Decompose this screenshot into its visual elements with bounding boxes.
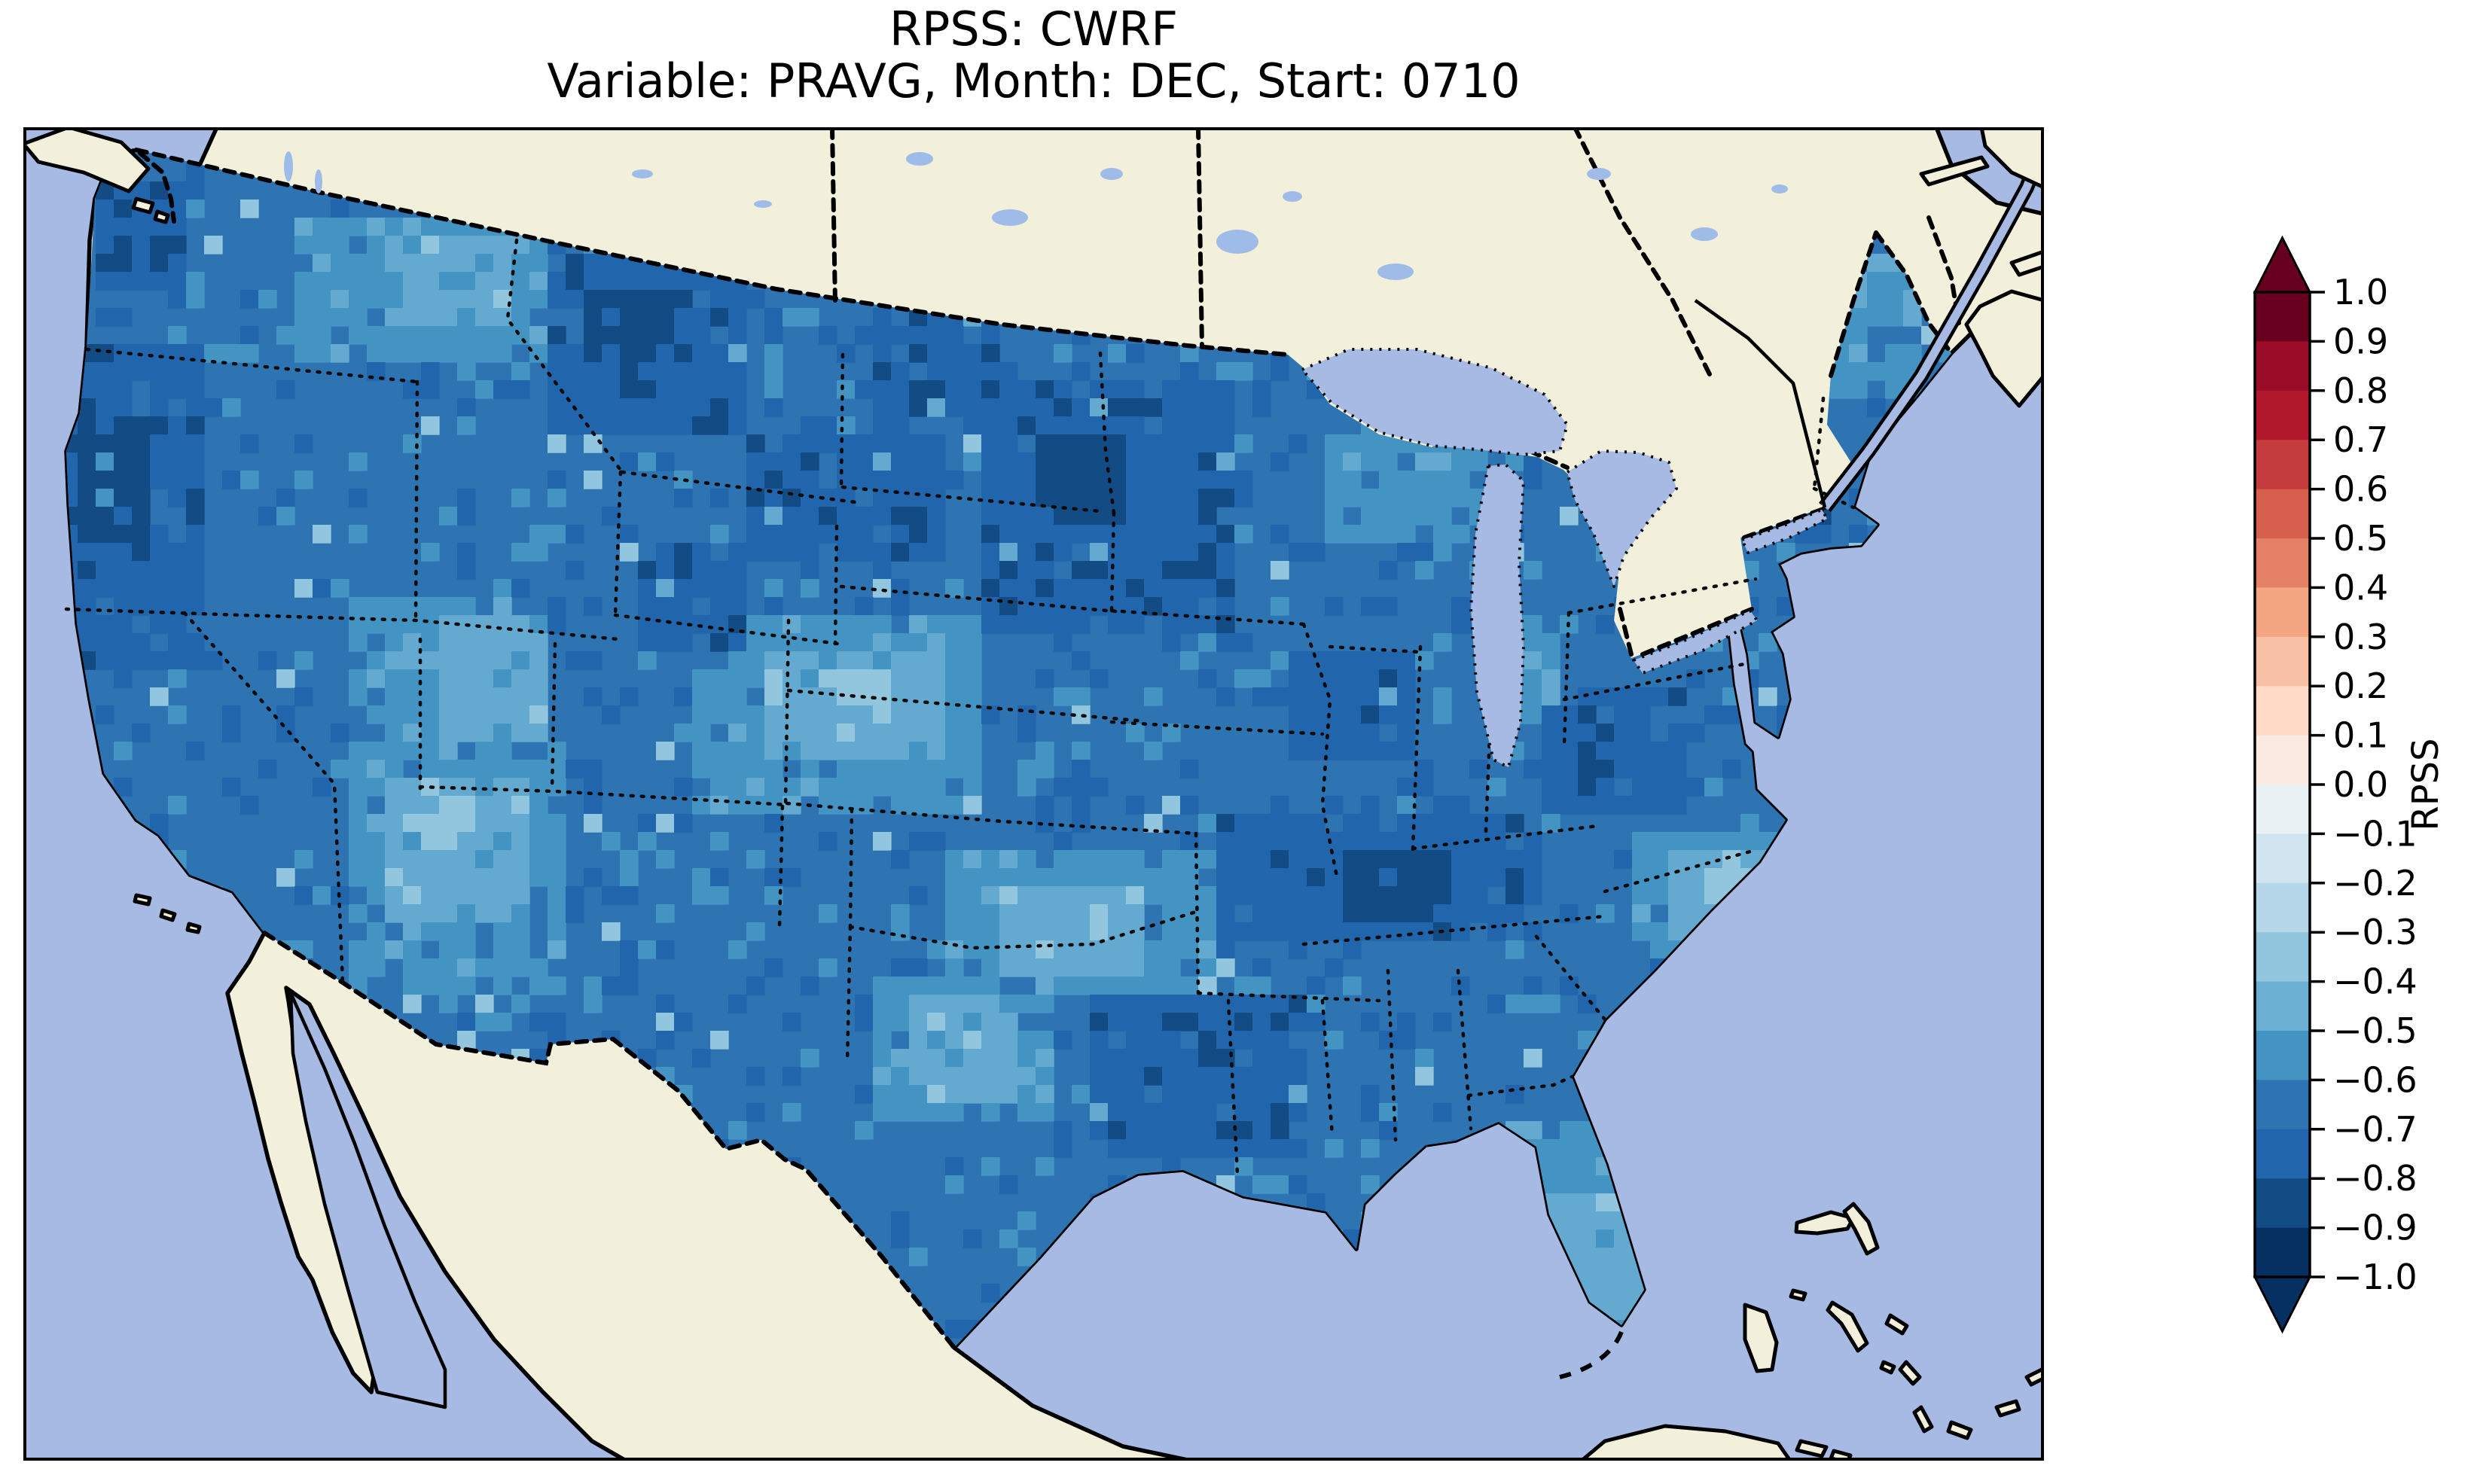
abaco xyxy=(1842,1202,1880,1256)
colorbar-segment xyxy=(2255,292,2310,342)
colorbar-tick-label: 0.0 xyxy=(2333,764,2388,805)
colorbar-tick-label: −0.7 xyxy=(2333,1109,2418,1150)
vancouver-islets xyxy=(131,197,170,224)
colorbar-segment xyxy=(2255,932,2310,983)
channel-islands xyxy=(133,893,202,934)
us-mexico-border xyxy=(262,931,956,1350)
colorbar-segment xyxy=(2255,1227,2310,1278)
map-frame xyxy=(23,127,2044,1461)
colorbar-extend-top xyxy=(2253,235,2312,294)
colorbar-segment xyxy=(2255,686,2310,736)
eleuthera xyxy=(1826,1300,1869,1353)
islands xyxy=(23,127,2044,1461)
anticosti-island xyxy=(1919,155,1990,187)
andros xyxy=(1743,1303,1779,1373)
lake-huron xyxy=(1566,449,1678,588)
southeast-island-chain xyxy=(1884,1313,2044,1440)
lake-ontario xyxy=(1740,508,1829,554)
us-canada-border xyxy=(134,148,1290,357)
colorbar-segment xyxy=(2255,538,2310,588)
colorbar-segment xyxy=(2255,587,2310,638)
canada-province-borders xyxy=(830,127,1961,378)
colorbar-segment xyxy=(2255,981,2310,1031)
cuba xyxy=(1579,1424,1792,1461)
title-line-1: RPSS: CWRF xyxy=(889,2,1179,56)
colorbar-tick-label: −0.9 xyxy=(2333,1208,2418,1248)
cuba-east-islets xyxy=(1795,1439,1853,1461)
prince-edward-island xyxy=(2009,249,2044,277)
great-lakes xyxy=(1301,348,1829,769)
us-rpss-map xyxy=(23,127,2044,1461)
newfoundland-corner xyxy=(1979,127,2044,190)
colorbar-segment xyxy=(2255,341,2310,392)
colorbar-tick-label: 0.5 xyxy=(2333,518,2388,559)
lake-superior xyxy=(1301,348,1569,456)
colorbar-tick-label: −0.3 xyxy=(2333,912,2418,952)
colorbar-tick-label: −0.2 xyxy=(2333,863,2418,904)
colorbar-segment xyxy=(2255,1080,2310,1130)
colorbar-segment xyxy=(2255,440,2310,490)
colorbar-segment xyxy=(2255,1031,2310,1080)
colorbar-tick-label: −0.4 xyxy=(2333,961,2418,1002)
colorbar-segment xyxy=(2255,1129,2310,1179)
colorbar-tick-label: −0.1 xyxy=(2333,813,2418,854)
colorbar-tick-label: 0.8 xyxy=(2333,370,2388,411)
colorbar-tick-label: 0.4 xyxy=(2333,567,2388,608)
international-borders xyxy=(104,127,1961,1350)
colorbar-tick-label: 0.7 xyxy=(2333,419,2388,460)
lake-michigan xyxy=(1469,463,1525,769)
colorbar-segment xyxy=(2255,390,2310,440)
colorbar-tick-label: 0.6 xyxy=(2333,469,2388,510)
colorbar-segment xyxy=(2255,882,2310,933)
colorbar-segment xyxy=(2255,489,2310,539)
figure-title: RPSS: CWRF Variable: PRAVG, Month: DEC, … xyxy=(23,3,2044,108)
nova-scotia xyxy=(1964,289,2044,408)
colorbar-tick-label: 0.3 xyxy=(2333,617,2388,657)
state-borders xyxy=(64,238,1856,1176)
colorbar-tick-label: −1.0 xyxy=(2333,1257,2418,1297)
colorbar-segment xyxy=(2255,833,2310,884)
colorbar-tick-label: −0.8 xyxy=(2333,1158,2418,1199)
colorbar-segment xyxy=(2255,1178,2310,1229)
gulf-of-california xyxy=(288,991,447,1409)
colorbar-tick-label: 0.2 xyxy=(2333,666,2388,706)
colorbar-tick-label: −0.6 xyxy=(2333,1059,2418,1100)
colorbar-segment xyxy=(2255,735,2310,785)
colorbar-segment xyxy=(2255,785,2310,834)
map-axes xyxy=(23,127,2044,1461)
colorbar-tick-label: 0.9 xyxy=(2333,321,2388,361)
colorbar-tick-label: 1.0 xyxy=(2333,272,2388,312)
bahama-cays xyxy=(1789,1288,1896,1375)
colorbar-tick-label: 0.1 xyxy=(2333,715,2388,756)
florida-keys xyxy=(1559,1330,1624,1379)
title-line-2: Variable: PRAVG, Month: DEC, Start: 0710 xyxy=(547,53,1521,109)
lake-erie xyxy=(1632,609,1759,675)
ottawa-river xyxy=(1694,299,1827,508)
colorbar-segment xyxy=(2255,636,2310,687)
grand-bahama xyxy=(1794,1210,1856,1236)
colorbar: 1.0 0.9 0.8 0.7 0.6 0.5 0.4 0.3 0.2 0.1 0.0 −0.1 −0.… xyxy=(2253,235,2447,1334)
canada-lakes xyxy=(284,151,1788,280)
colorbar-axis-label: RPSS xyxy=(2405,738,2447,830)
colorbar-tick-label: −0.5 xyxy=(2333,1010,2418,1051)
colorbar-extend-bottom xyxy=(2253,1275,2312,1334)
